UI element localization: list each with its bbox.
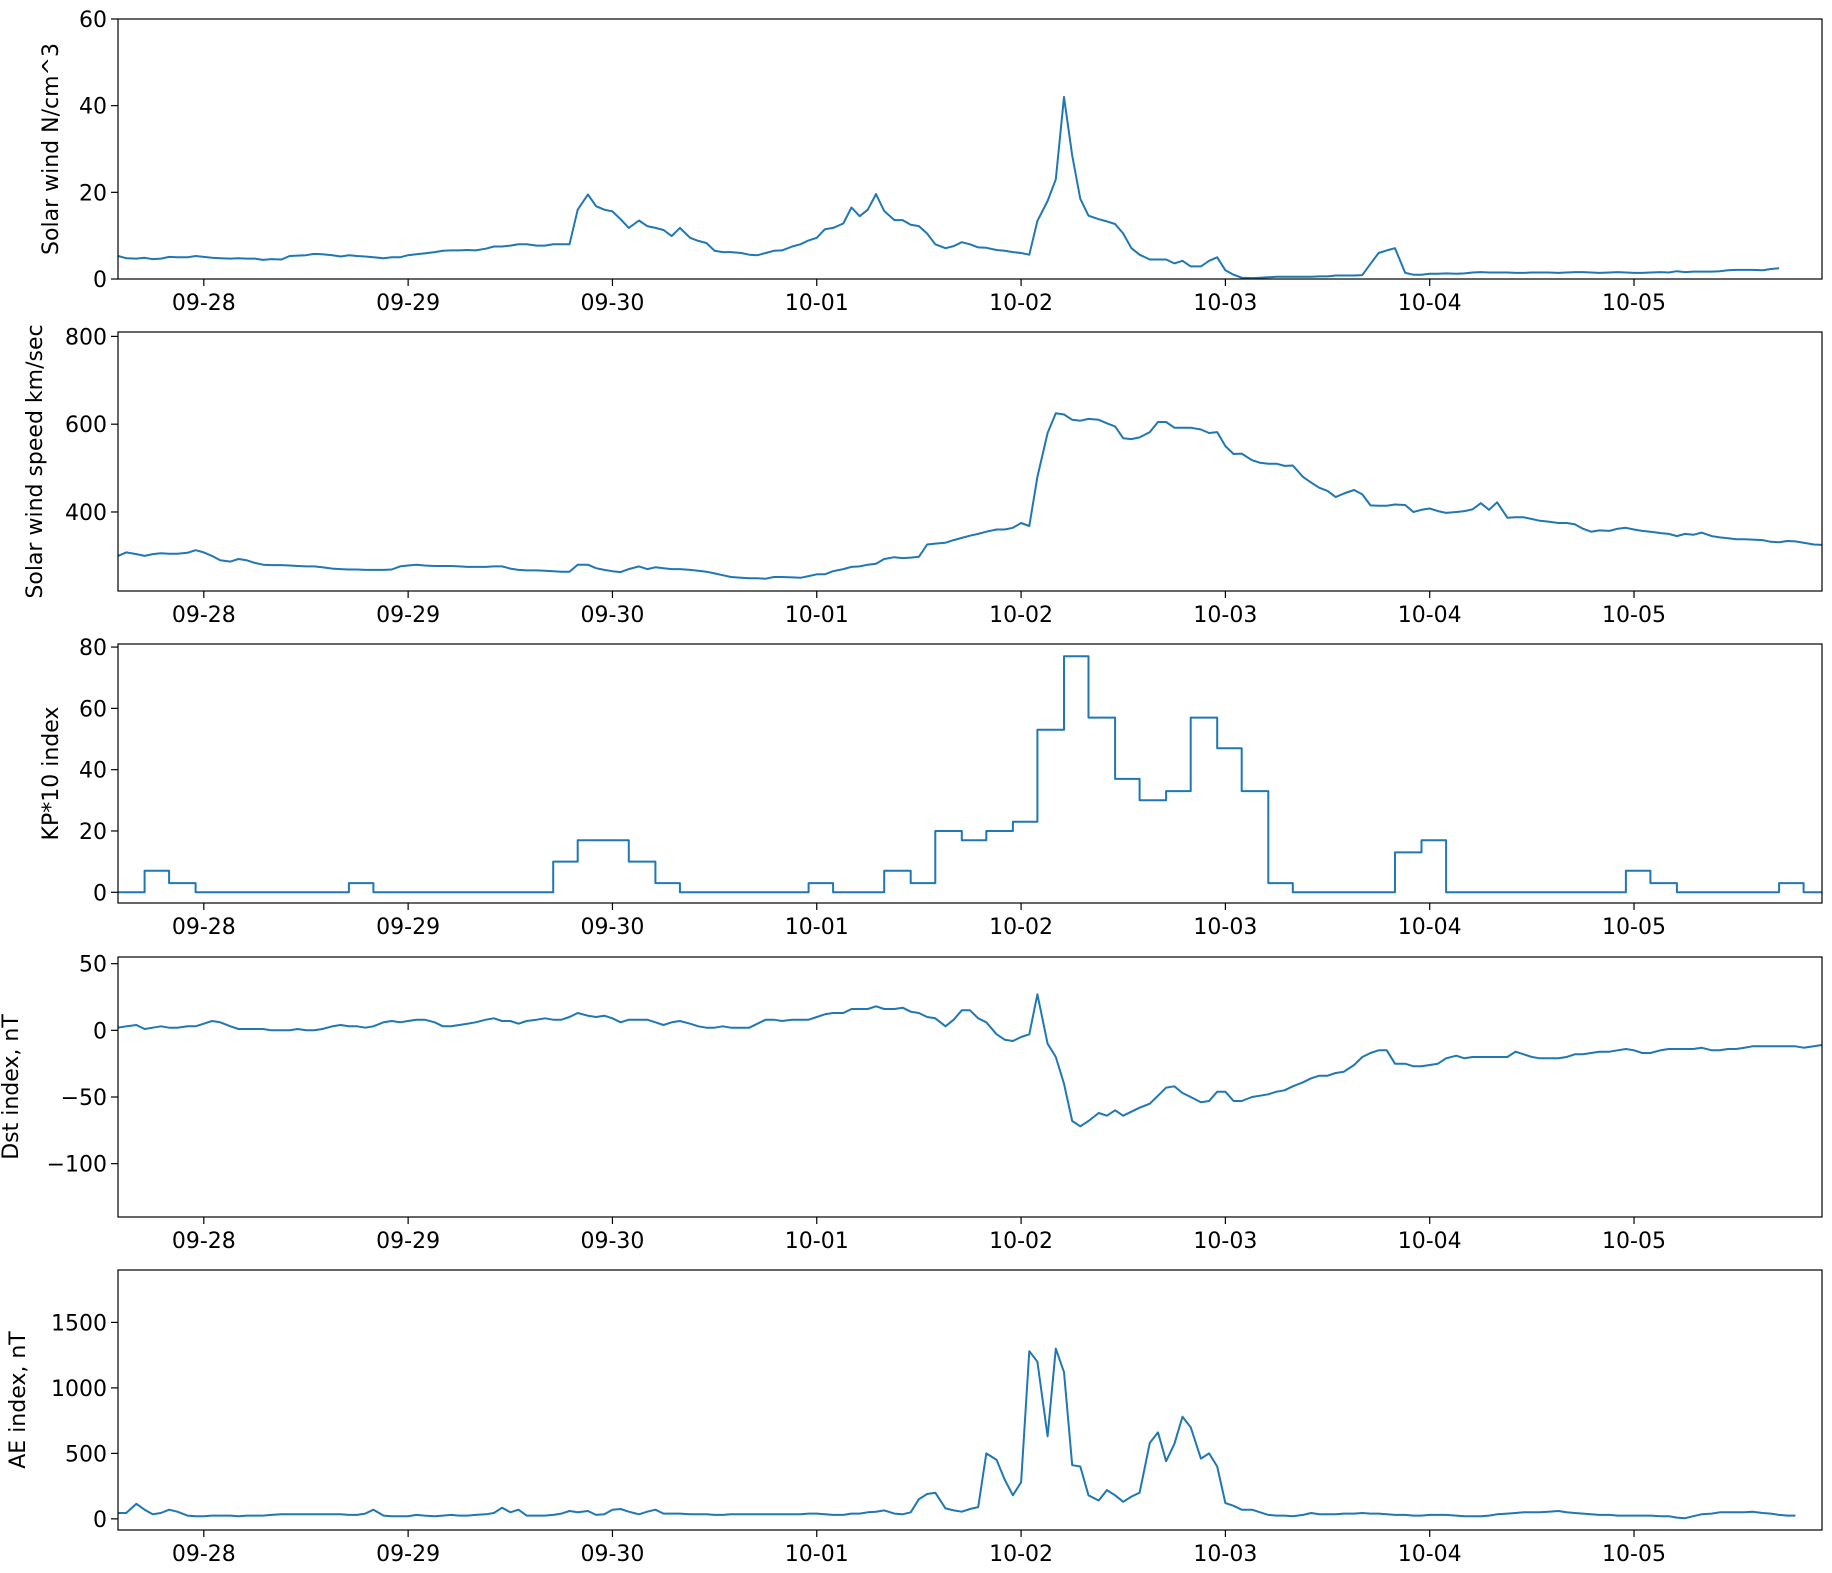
- y-tick-label: 0: [93, 1019, 107, 1044]
- axes-frame: [117, 18, 1823, 280]
- x-tick-label: 10-05: [1602, 1542, 1666, 1567]
- x-tick-label: 10-01: [785, 291, 849, 316]
- x-tick-label: 09-29: [376, 603, 440, 628]
- x-tick-label: 10-02: [989, 1542, 1053, 1567]
- x-tick-label: 09-28: [172, 915, 236, 940]
- axes-frame: [117, 1269, 1823, 1531]
- x-tick-label: 09-29: [376, 915, 440, 940]
- x-tick-label: 10-04: [1398, 915, 1462, 940]
- y-axis-title: Solar wind speed km/sec: [23, 324, 48, 598]
- x-tick-label: 10-04: [1398, 291, 1462, 316]
- x-tick-label: 10-01: [785, 1542, 849, 1567]
- y-axis-title: KP*10 index: [39, 707, 64, 841]
- y-tick-label: −50: [61, 1086, 107, 1111]
- x-tick-label: 10-03: [1193, 1229, 1257, 1254]
- y-tick-label: 0: [93, 881, 107, 906]
- x-tick-label: 09-28: [172, 291, 236, 316]
- y-axis-title: Dst index, nT: [0, 1014, 24, 1160]
- x-tick-label: 10-03: [1193, 603, 1257, 628]
- series-line: [118, 993, 1822, 1128]
- panel-2: 09-28 09-29 09-30 10-01 10-02 10-03 10-04 10-05…: [23, 324, 1823, 628]
- x-tick-label: 10-05: [1602, 291, 1666, 316]
- x-tick-label: 09-28: [172, 603, 236, 628]
- series-line: [118, 1347, 1796, 1520]
- axes-frame: [117, 956, 1823, 1218]
- panel-5: 09-28 09-29 09-30 10-01 10-02 10-03 10-04 10-05…: [6, 1269, 1823, 1567]
- x-tick-label: 10-05: [1602, 1229, 1666, 1254]
- y-axis-title: AE index, nT: [6, 1331, 31, 1469]
- x-tick-label: 10-05: [1602, 915, 1666, 940]
- x-tick-label: 09-30: [580, 915, 644, 940]
- x-tick-label: 10-05: [1602, 603, 1666, 628]
- x-tick-label: 10-01: [785, 603, 849, 628]
- y-tick-label: 400: [65, 501, 107, 526]
- x-tick-label: 10-03: [1193, 915, 1257, 940]
- y-tick-label: 1000: [51, 1377, 107, 1402]
- x-tick-label: 10-02: [989, 603, 1053, 628]
- x-tick-label: 10-01: [785, 1229, 849, 1254]
- y-tick-label: 800: [65, 325, 107, 350]
- panel-3: 09-28 09-29 09-30 10-01 10-02 10-03 10-04 10-05…: [39, 636, 1823, 940]
- x-tick-label: 10-01: [785, 915, 849, 940]
- x-tick-label: 10-02: [989, 291, 1053, 316]
- series-line: [118, 655, 1822, 894]
- x-tick-label: 10-03: [1193, 1542, 1257, 1567]
- series-line: [118, 412, 1822, 580]
- x-tick-label: 09-28: [172, 1229, 236, 1254]
- y-tick-label: 60: [79, 697, 107, 722]
- x-tick-label: 10-04: [1398, 1542, 1462, 1567]
- y-tick-label: 40: [79, 759, 107, 784]
- x-tick-label: 10-02: [989, 1229, 1053, 1254]
- y-tick-label: 50: [79, 953, 107, 978]
- panel-1: 09-28 09-29 09-30 10-01 10-02 10-03 10-04 10-05…: [39, 8, 1823, 316]
- x-tick-label: 09-29: [376, 1229, 440, 1254]
- x-tick-label: 09-28: [172, 1542, 236, 1567]
- x-tick-label: 09-30: [580, 1229, 644, 1254]
- y-tick-label: 80: [79, 636, 107, 661]
- x-tick-label: 10-03: [1193, 291, 1257, 316]
- series-line: [118, 96, 1780, 279]
- panel-4: 09-28 09-29 09-30 10-01 10-02 10-03 10-04 10-05…: [0, 953, 1823, 1254]
- y-tick-label: 60: [79, 8, 107, 33]
- x-tick-label: 10-02: [989, 915, 1053, 940]
- x-tick-label: 09-29: [376, 1542, 440, 1567]
- y-tick-label: 0: [93, 1508, 107, 1533]
- x-tick-label: 10-04: [1398, 603, 1462, 628]
- x-tick-label: 09-30: [580, 291, 644, 316]
- x-tick-label: 09-30: [580, 1542, 644, 1567]
- y-tick-label: 0: [93, 268, 107, 293]
- x-tick-label: 09-29: [376, 291, 440, 316]
- x-tick-label: 10-04: [1398, 1229, 1462, 1254]
- y-tick-label: 600: [65, 413, 107, 438]
- y-axis-title: Solar wind N/cm^3: [39, 43, 64, 255]
- y-tick-label: 20: [79, 820, 107, 845]
- y-tick-label: 20: [79, 181, 107, 206]
- axes-frame: [117, 643, 1823, 904]
- y-tick-label: 40: [79, 95, 107, 120]
- y-tick-label: 1500: [51, 1311, 107, 1336]
- y-tick-label: −100: [47, 1153, 107, 1178]
- y-tick-label: 500: [65, 1442, 107, 1467]
- x-tick-label: 09-30: [580, 603, 644, 628]
- axes-frame: [117, 331, 1823, 592]
